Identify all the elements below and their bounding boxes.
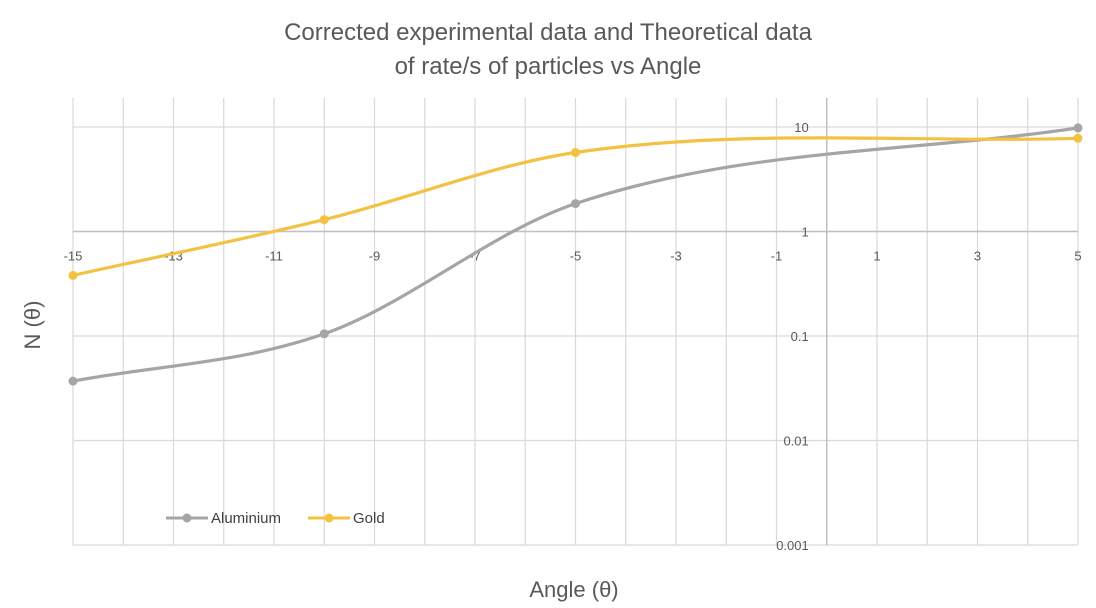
y-tick-label: 1 xyxy=(802,225,809,240)
x-axis-title: Angle (θ) xyxy=(529,577,618,602)
axes xyxy=(73,98,1078,545)
legend-marker-aluminium xyxy=(182,513,192,523)
series-line-aluminium[interactable] xyxy=(71,126,1080,383)
data-point-gold[interactable] xyxy=(68,270,78,280)
data-point-aluminium[interactable] xyxy=(68,376,78,386)
data-point-gold[interactable] xyxy=(571,148,580,158)
x-tick-label: -11 xyxy=(265,249,283,264)
x-tick-label: 3 xyxy=(974,249,981,264)
series-line-gold[interactable] xyxy=(71,136,1080,277)
data-point-gold[interactable] xyxy=(1073,133,1083,143)
x-tick-labels: -15 -13 -11 -9 -7 -5 -3 -1 1 3 5 xyxy=(64,249,1082,264)
legend-label-gold[interactable]: Gold xyxy=(353,510,385,527)
x-tick-label: -9 xyxy=(369,249,381,264)
x-tick-label: 1 xyxy=(873,249,880,264)
x-tick-label: -1 xyxy=(771,249,783,264)
x-tick-label: 5 xyxy=(1074,249,1081,264)
legend-marker-gold xyxy=(324,513,334,523)
x-tick-label: -15 xyxy=(64,249,83,264)
chart-title-line-1: Corrected experimental data and Theoreti… xyxy=(284,19,813,46)
x-tick-label: -3 xyxy=(670,249,682,264)
x-tick-label: -7 xyxy=(469,249,481,264)
data-point-aluminium[interactable] xyxy=(1073,123,1083,133)
y-tick-label: 0.001 xyxy=(776,538,809,553)
y-tick-labels: 10 1 0.1 0.01 0.001 xyxy=(776,120,809,553)
series-lines xyxy=(68,123,1083,386)
y-tick-label: 10 xyxy=(794,120,808,135)
gridlines xyxy=(72,98,1079,546)
data-point-gold[interactable] xyxy=(319,215,329,225)
legend-label-aluminium[interactable]: Aluminium xyxy=(211,510,281,527)
chart-title-line-2: of rate/s of particles vs Angle xyxy=(395,53,702,80)
data-point-aluminium[interactable] xyxy=(319,329,329,339)
x-tick-label: -5 xyxy=(570,249,582,264)
y-tick-label: 0.01 xyxy=(783,434,808,449)
y-axis-title: N (θ) xyxy=(20,301,45,350)
legend: Aluminium Gold xyxy=(166,510,385,527)
data-point-aluminium[interactable] xyxy=(571,199,580,209)
y-tick-label: 0.1 xyxy=(791,329,809,344)
